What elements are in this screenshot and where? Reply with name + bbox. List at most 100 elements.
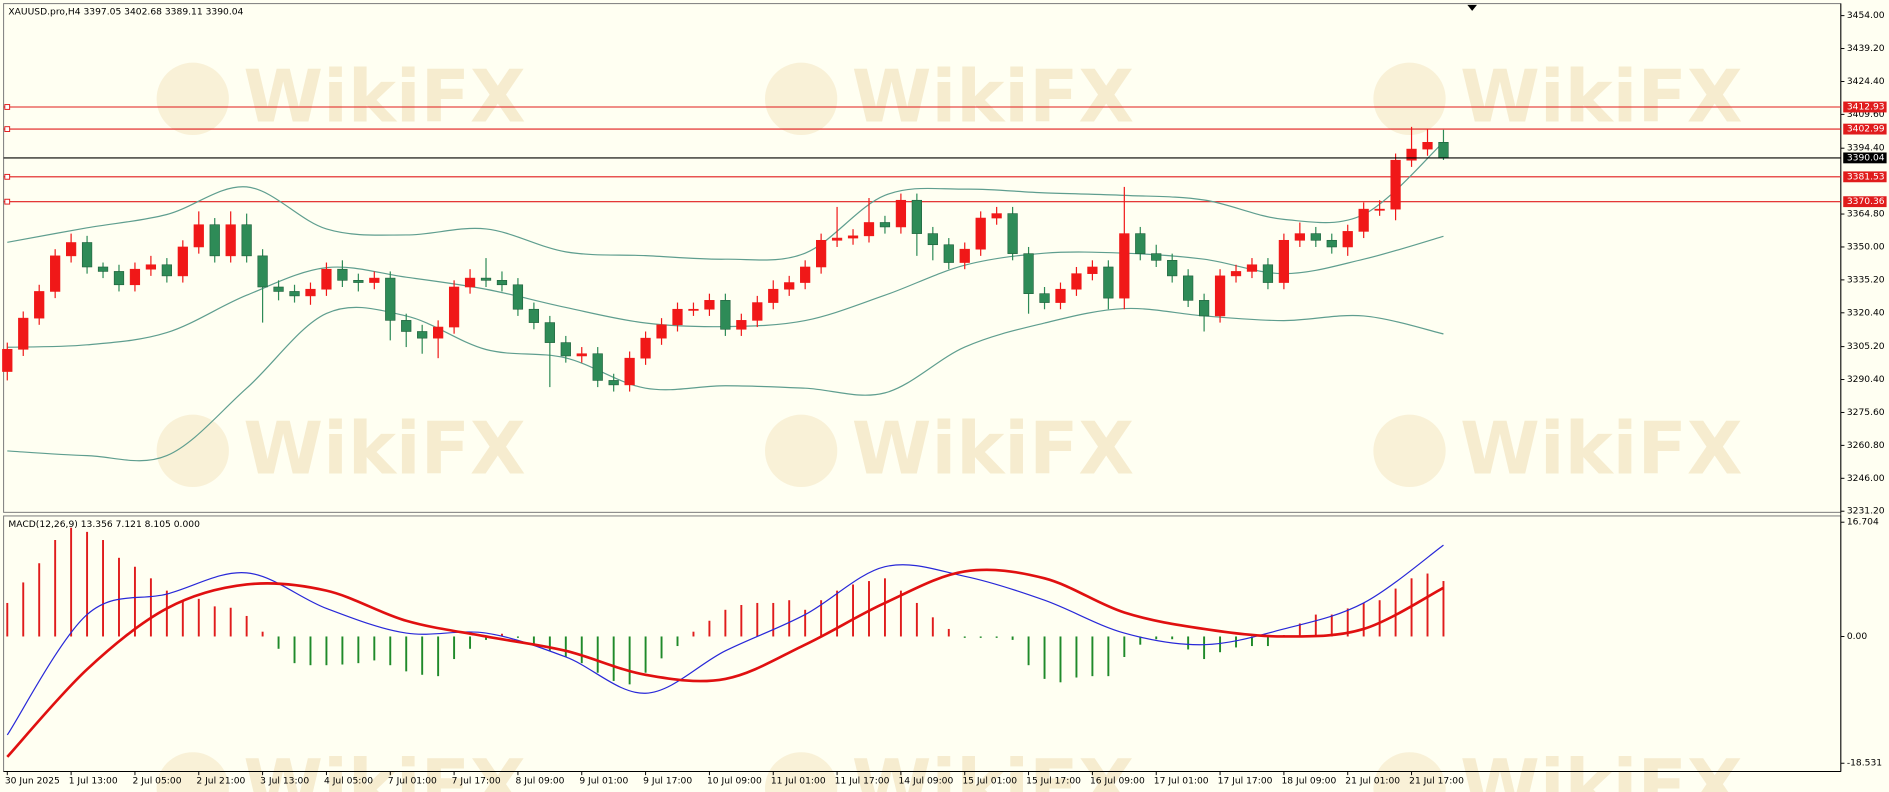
x-tick-label: 15 Jul 01:00 [962, 777, 1017, 787]
candle-body [1103, 266, 1114, 299]
candle-body [1390, 159, 1401, 210]
watermark-text: WikiFX [243, 407, 525, 491]
candle-body [34, 291, 45, 319]
y-tick-label: 3231.20 [1847, 507, 1885, 517]
candle-body [337, 268, 348, 281]
watermark-text: WikiFX [852, 407, 1134, 491]
watermark-logo [764, 414, 838, 488]
candle-body [496, 280, 508, 286]
current-price-label: 3390.04 [1847, 153, 1885, 163]
candle-body [1071, 273, 1082, 290]
candle-body [305, 288, 316, 297]
candle-body [1119, 233, 1130, 299]
candle-body [177, 246, 188, 277]
candle-body [1230, 271, 1242, 277]
candle-body [65, 242, 77, 257]
candle-body [1422, 142, 1433, 150]
candle-body [209, 224, 220, 257]
candle-body [321, 268, 332, 290]
candle-body [544, 322, 555, 343]
x-tick-label: 15 Jul 17:00 [1026, 777, 1081, 787]
candle-body [1278, 239, 1290, 283]
candle-body [129, 268, 141, 286]
x-tick-label: 21 Jul 17:00 [1409, 777, 1464, 787]
candle-body [1198, 300, 1210, 317]
y-tick-label: 3335.20 [1847, 275, 1885, 285]
shift-marker [1467, 4, 1477, 11]
y-tick-label: -18.531 [1847, 759, 1882, 769]
y-tick-label: 16.704 [1847, 518, 1879, 528]
candle-body [241, 224, 252, 257]
candle-body [97, 266, 109, 272]
candle-body [353, 280, 364, 283]
price-level-label: 3370.36 [1847, 197, 1885, 207]
x-tick-label: 1 Jul 13:00 [69, 777, 118, 787]
watermark-text: WikiFX [243, 745, 525, 792]
watermark-text: WikiFX [1460, 407, 1742, 491]
candle-body [975, 217, 986, 250]
y-tick-label: 3305.20 [1847, 342, 1885, 352]
x-tick-label: 10 Jul 09:00 [707, 777, 762, 787]
x-tick-label: 2 Jul 05:00 [133, 777, 182, 787]
watermark-logo [156, 752, 229, 792]
candle-body [81, 242, 93, 268]
candle-body [768, 288, 779, 303]
x-tick-label: 4 Jul 05:00 [324, 777, 373, 787]
y-tick-label: 3409.60 [1847, 110, 1885, 120]
candle-body [480, 277, 492, 281]
candle-body [1342, 231, 1353, 248]
x-tick-label: 17 Jul 17:00 [1218, 777, 1273, 787]
candle-body [1358, 208, 1369, 232]
candle-body [863, 222, 875, 237]
candle-body [18, 317, 29, 350]
price-level-handle [4, 104, 11, 110]
candle-body [417, 331, 428, 339]
candle-body [385, 277, 396, 321]
candle-body [991, 213, 1002, 219]
candle-body [1167, 260, 1178, 277]
candle-body [273, 286, 284, 292]
candle-body [464, 277, 476, 288]
watermark-logo [1373, 414, 1446, 488]
candle-body [1438, 142, 1449, 159]
watermark-logo [764, 62, 838, 136]
watermark-layer: WikiFX WikiFX WikiFX WikiFX WikiFX WikiFX Wiki… [156, 55, 1743, 792]
price-level-label-bg [1843, 196, 1887, 208]
candle-body [528, 308, 540, 323]
candle-body [1246, 264, 1258, 272]
candle-body [50, 255, 61, 292]
x-tick-label: 8 Jul 09:00 [516, 777, 565, 787]
candle-body [369, 277, 380, 283]
candle-body [816, 239, 827, 268]
candle-body [624, 357, 635, 386]
candle-body [927, 233, 938, 246]
y-tick-label: 3275.60 [1847, 408, 1885, 418]
y-tick-label: 3246.00 [1847, 474, 1885, 484]
candle-body [289, 291, 300, 297]
x-tick-label: 14 Jul 09:00 [898, 777, 953, 787]
candle-body [433, 326, 444, 339]
watermark-logo [765, 752, 838, 792]
x-tick-label: 18 Jul 09:00 [1281, 777, 1336, 787]
candle-body [959, 248, 970, 263]
y-tick-label: 3454.00 [1847, 11, 1885, 21]
candle-body [752, 302, 763, 321]
candle-body [1151, 253, 1162, 261]
candle-body [1135, 233, 1146, 254]
candle-body [2, 348, 13, 372]
candle-body [704, 300, 715, 310]
candle-body [1023, 253, 1034, 294]
candle-body [257, 255, 268, 288]
x-tick-label: 11 Jul 01:00 [771, 777, 826, 787]
current-price-label-bg [1843, 152, 1887, 164]
candle-body [1294, 233, 1305, 241]
x-tick-label: 30 Jun 2025 [5, 777, 60, 787]
x-tick-label: 3 Jul 13:00 [260, 777, 309, 787]
candle-body [640, 337, 651, 359]
candle-body [1374, 208, 1385, 211]
candle-body [672, 308, 683, 326]
